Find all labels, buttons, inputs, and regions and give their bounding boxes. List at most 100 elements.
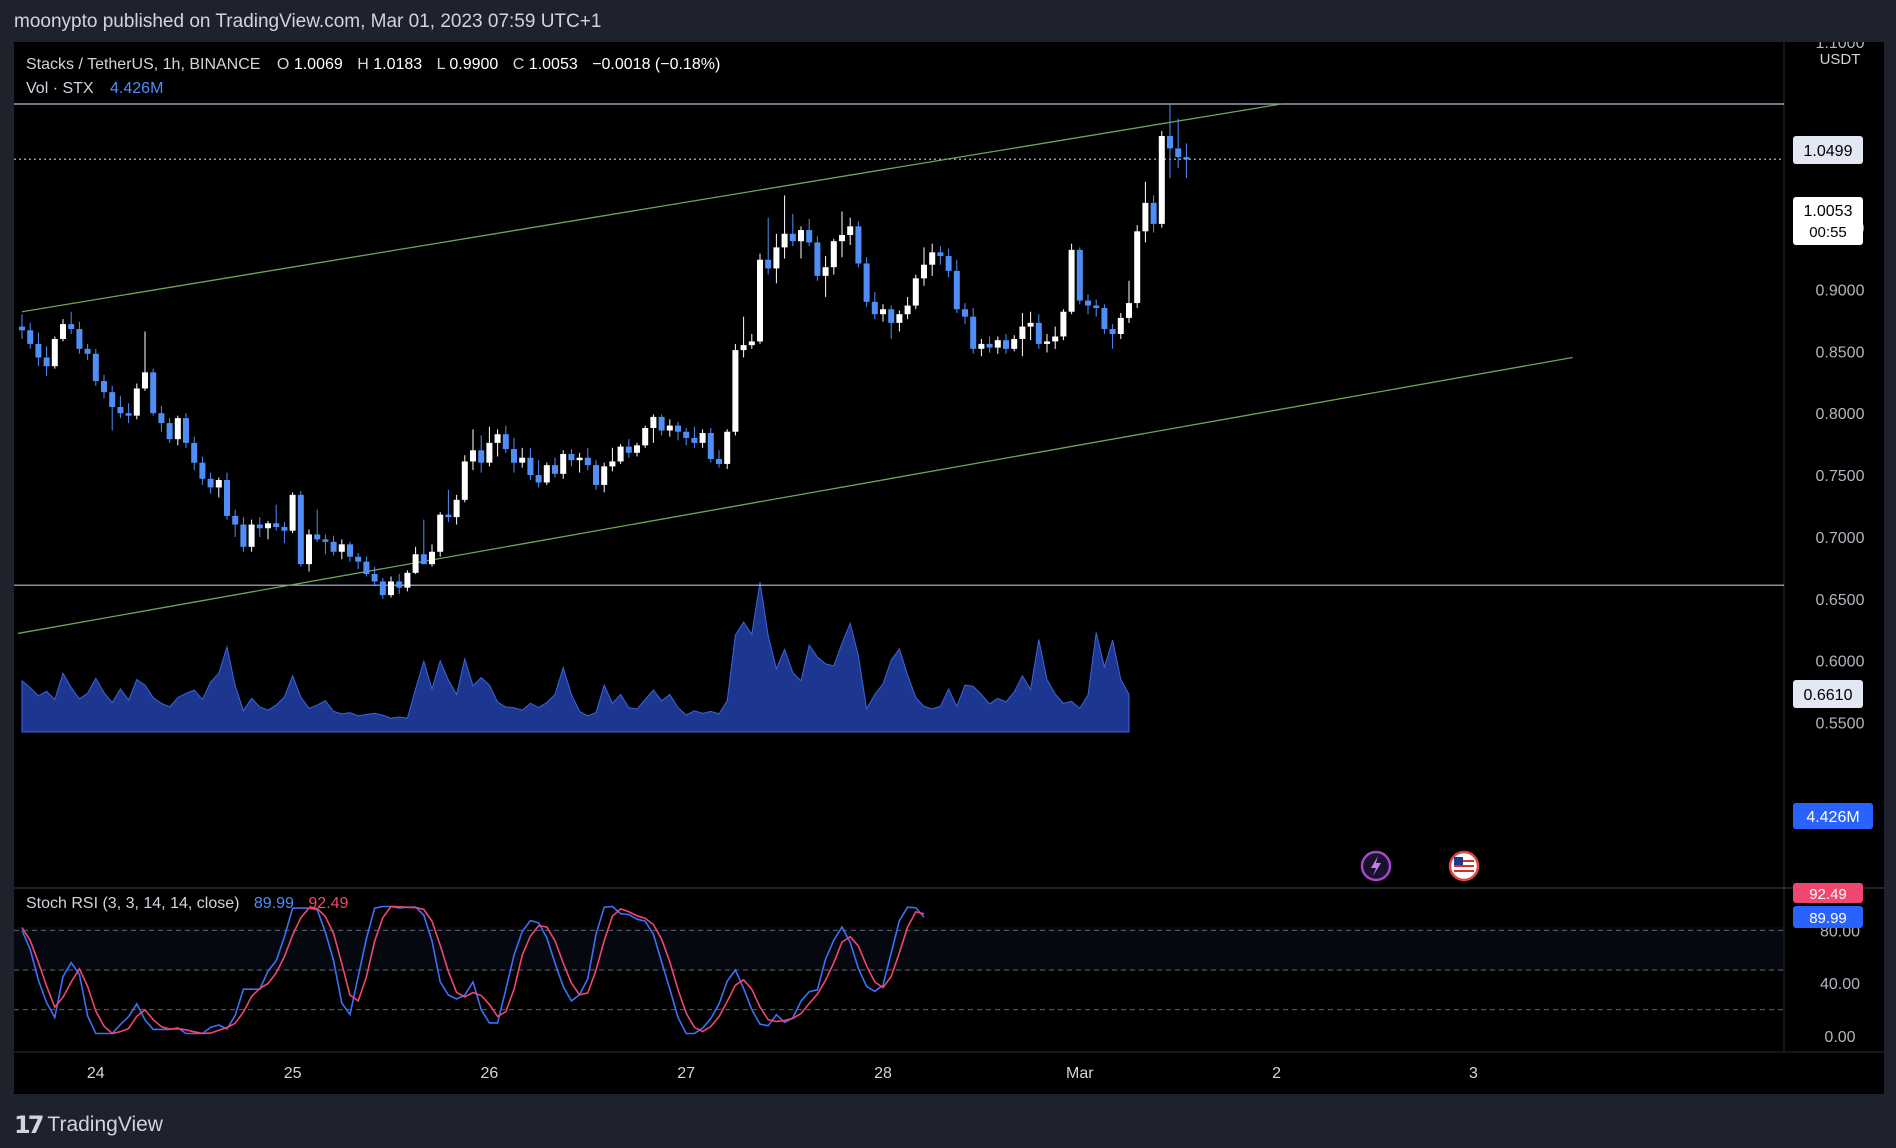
lightning-event-icon[interactable] (1360, 850, 1392, 882)
candle (338, 539, 345, 560)
candle (830, 238, 837, 275)
chart-frame[interactable]: 1.10000.95000.90000.85000.80000.75000.70… (14, 35, 1884, 1094)
resistance-badge: 1.0499 (1793, 136, 1863, 164)
candle (757, 253, 763, 344)
symbol-name[interactable]: Stacks / TetherUS, 1h, BINANCE (26, 56, 260, 73)
candle-body (183, 418, 189, 443)
candle (183, 413, 189, 448)
candle (1109, 324, 1116, 349)
rsi-d-badge-bg (1793, 883, 1863, 903)
vol-label[interactable]: Vol · STX (26, 80, 94, 97)
candle (273, 504, 280, 531)
candle (560, 450, 567, 479)
candle-body (1052, 336, 1059, 342)
candle-body (994, 340, 1001, 348)
candle (707, 428, 714, 463)
candle-body (281, 527, 288, 531)
candle-body (297, 494, 304, 565)
rsi-tick-label: 40.00 (1820, 976, 1860, 993)
candle-body (748, 341, 755, 346)
candle (166, 418, 173, 443)
candle-body (880, 309, 886, 315)
rsi-tick-label: 0.00 (1824, 1029, 1855, 1046)
price-chart[interactable]: 1.10000.95000.90000.85000.80000.75000.70… (14, 35, 1884, 1094)
candle (1134, 225, 1141, 309)
candle-body (19, 326, 25, 331)
trend-channel[interactable] (17, 103, 1573, 635)
candle (1167, 103, 1173, 179)
candle-body (675, 425, 681, 432)
candle (388, 576, 394, 598)
price-tick-label: 0.5500 (1816, 716, 1865, 733)
candle (593, 460, 599, 490)
candle (478, 435, 485, 473)
candle (494, 429, 501, 457)
candle (437, 512, 444, 557)
candle (363, 556, 370, 577)
stoch-rsi-layer (14, 905, 1784, 1035)
candle (683, 428, 690, 446)
candles-layer[interactable] (19, 103, 1190, 599)
candle (716, 450, 722, 468)
candle (191, 436, 198, 471)
candle (1117, 312, 1124, 339)
us-flag-event-icon[interactable] (1448, 850, 1480, 882)
candle-body (625, 446, 632, 453)
candle (658, 414, 665, 436)
candle-body (1167, 136, 1173, 149)
candle-body (1076, 249, 1083, 301)
candle (617, 444, 624, 464)
rsi-legend: Stoch RSI (3, 3, 14, 14, close) 89.99 92… (26, 895, 349, 912)
candle-body (494, 434, 501, 443)
candle-body (174, 418, 181, 440)
candle-body (1109, 329, 1116, 334)
volume-badge-bg (1793, 803, 1873, 829)
candle (1085, 294, 1091, 315)
candle-body (1011, 338, 1018, 349)
price-tick-label: 0.8500 (1816, 344, 1865, 361)
candle (699, 429, 706, 448)
candle (748, 334, 755, 349)
candle-body (740, 345, 747, 351)
price-tick-label: 0.7500 (1816, 468, 1865, 485)
candle-body (617, 446, 624, 462)
rsi-title[interactable]: Stoch RSI (3, 3, 14, 14, close) (26, 895, 239, 912)
tradingview-logo[interactable]: 17 TradingView (14, 1111, 163, 1139)
candle (19, 314, 25, 339)
candle (822, 256, 829, 297)
time-axis-labels: 24 25 26 27 28 Mar 2 3 (87, 1065, 1478, 1082)
candle (740, 316, 747, 358)
candle-body (330, 541, 337, 552)
candle-body (125, 413, 132, 416)
candle-body (707, 432, 714, 459)
candle (847, 217, 854, 245)
candle (1158, 131, 1165, 228)
candle (970, 308, 977, 354)
candle-body (1044, 341, 1050, 344)
open-value: 1.0069 (294, 56, 343, 73)
candle (314, 509, 321, 542)
candle-body (76, 329, 83, 349)
candle (978, 338, 985, 357)
candle-body (962, 309, 968, 317)
candle-body (109, 392, 116, 407)
candle (240, 517, 247, 552)
candle-body (1142, 202, 1149, 232)
candle (765, 217, 772, 275)
candle (125, 403, 132, 424)
volume-badge-text: 4.426M (1806, 809, 1859, 826)
candle-body (543, 465, 550, 483)
horizontal-levels[interactable] (14, 103, 1784, 586)
candle (1101, 304, 1108, 334)
currency-label: USDT (1820, 51, 1861, 68)
candle-body (322, 539, 329, 542)
candle-body (142, 372, 148, 389)
main-legend: Stacks / TetherUS, 1h, BINANCE O 1.0069 … (26, 56, 720, 97)
time-label: 2 (1272, 1065, 1281, 1082)
candle (1060, 309, 1067, 341)
candle (511, 437, 517, 473)
candle (289, 492, 296, 534)
candle (568, 449, 575, 467)
candle-body (1085, 300, 1091, 306)
candle (994, 336, 1001, 354)
